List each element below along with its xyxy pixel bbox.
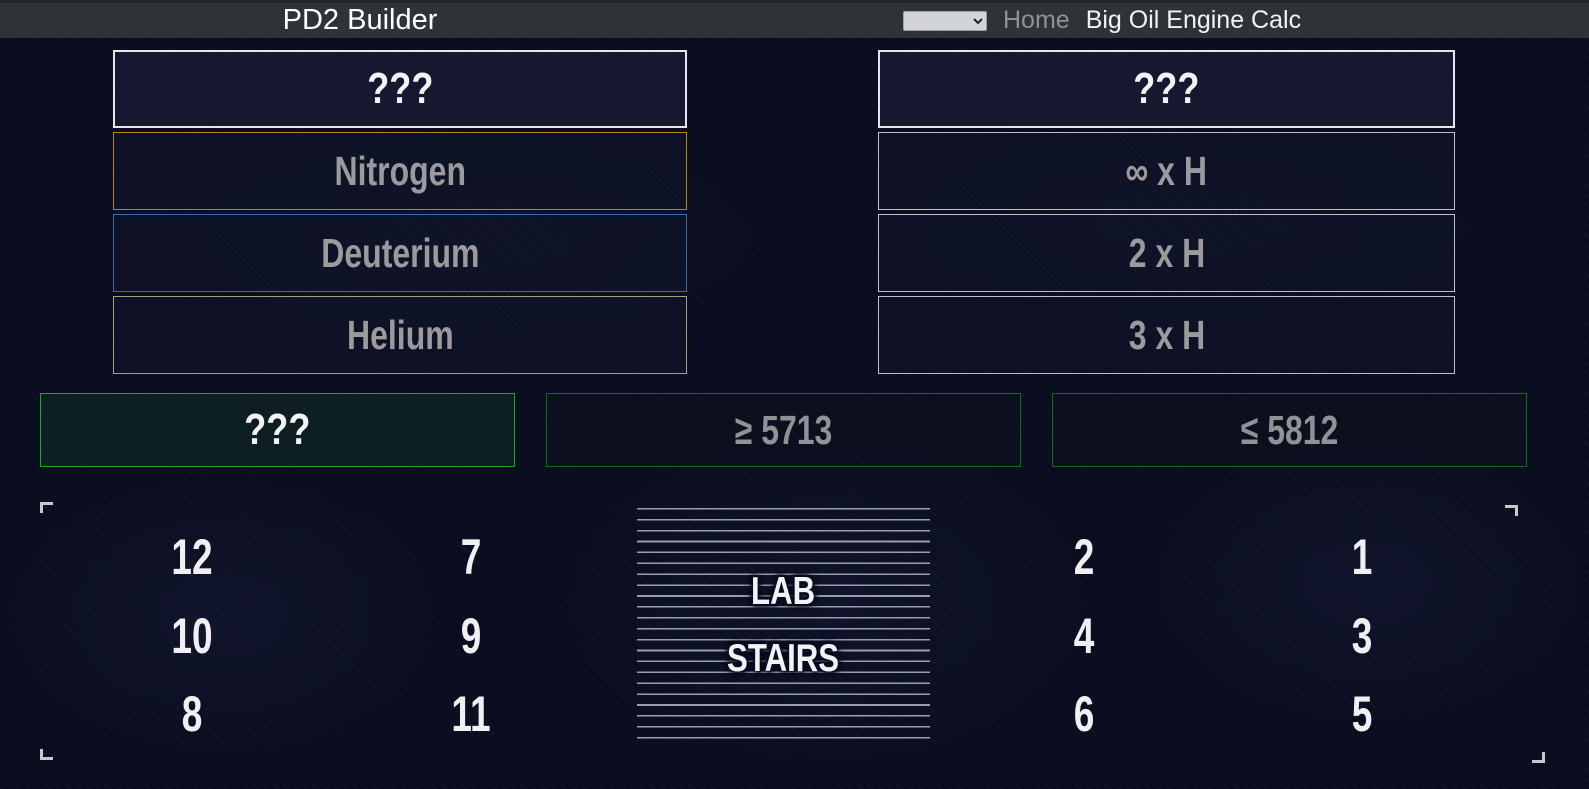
dial-button-gte-5713[interactable]: ≥ 5713 — [546, 393, 1021, 467]
gas-button-label: Deuterium — [320, 229, 480, 276]
map-corner-bl-icon — [40, 749, 53, 760]
engine-number-8[interactable]: 8 — [181, 686, 203, 742]
engine-number-6[interactable]: 6 — [1073, 686, 1095, 742]
gas-button-label: Helium — [346, 311, 454, 358]
pressure-panel: ??? ∞ x H 2 x H 3 x H — [878, 50, 1455, 378]
lab-stairs-block: LAB STAIRS — [637, 508, 930, 741]
lab-label: LAB — [751, 569, 816, 613]
engine-number-11[interactable]: 11 — [451, 686, 491, 742]
engine-number-7[interactable]: 7 — [460, 529, 482, 585]
dial-button-unknown[interactable]: ??? — [40, 393, 515, 467]
engine-number-4[interactable]: 4 — [1073, 608, 1095, 664]
gas-button-label: Nitrogen — [334, 147, 466, 194]
top-bar: PD2 Builder Home Big Oil Engine Calc — [0, 0, 1589, 38]
gas-button-nitrogen[interactable]: Nitrogen — [113, 132, 687, 210]
pressure-button-label: ??? — [1133, 64, 1200, 113]
nav-link-home[interactable]: Home — [1003, 6, 1070, 34]
engine-number-2[interactable]: 2 — [1073, 529, 1095, 585]
engine-number-10[interactable]: 10 — [171, 608, 213, 664]
dial-button-label: ≤ 5812 — [1240, 406, 1339, 453]
pressure-button-2-x-h[interactable]: 2 x H — [878, 214, 1455, 292]
map-corner-br-icon — [1532, 752, 1545, 763]
pressure-button-label: 3 x H — [1128, 311, 1205, 358]
stairs-label: STAIRS — [727, 636, 840, 680]
gas-button-unknown[interactable]: ??? — [113, 50, 687, 128]
engine-number-1[interactable]: 1 — [1351, 529, 1373, 585]
gas-button-deuterium[interactable]: Deuterium — [113, 214, 687, 292]
dial-button-label: ??? — [244, 405, 311, 454]
dial-button-lte-5812[interactable]: ≤ 5812 — [1052, 393, 1527, 467]
dial-button-label: ≥ 5713 — [734, 406, 833, 453]
gas-button-helium[interactable]: Helium — [113, 296, 687, 374]
pressure-button-label: ∞ x H — [1125, 147, 1208, 194]
engine-number-9[interactable]: 9 — [460, 608, 482, 664]
top-nav: Home Big Oil Engine Calc — [903, 3, 1301, 38]
pressure-button-unknown[interactable]: ??? — [878, 50, 1455, 128]
map-corner-tl-icon — [40, 502, 53, 513]
gas-button-label: ??? — [366, 64, 434, 113]
pressure-button-3-x-h[interactable]: 3 x H — [878, 296, 1455, 374]
engine-number-5[interactable]: 5 — [1351, 686, 1373, 742]
nav-select[interactable] — [903, 10, 987, 31]
engine-number-3[interactable]: 3 — [1351, 608, 1373, 664]
map-corner-tr-icon — [1505, 505, 1518, 516]
pressure-button-label: 2 x H — [1128, 229, 1205, 276]
page-title: PD2 Builder — [282, 4, 438, 36]
gas-panel: ??? Nitrogen Deuterium Helium — [113, 50, 687, 378]
pressure-button-infinity-x-h[interactable]: ∞ x H — [878, 132, 1455, 210]
nav-link-big-oil-engine-calc[interactable]: Big Oil Engine Calc — [1085, 6, 1302, 34]
engine-number-12[interactable]: 12 — [171, 529, 213, 585]
